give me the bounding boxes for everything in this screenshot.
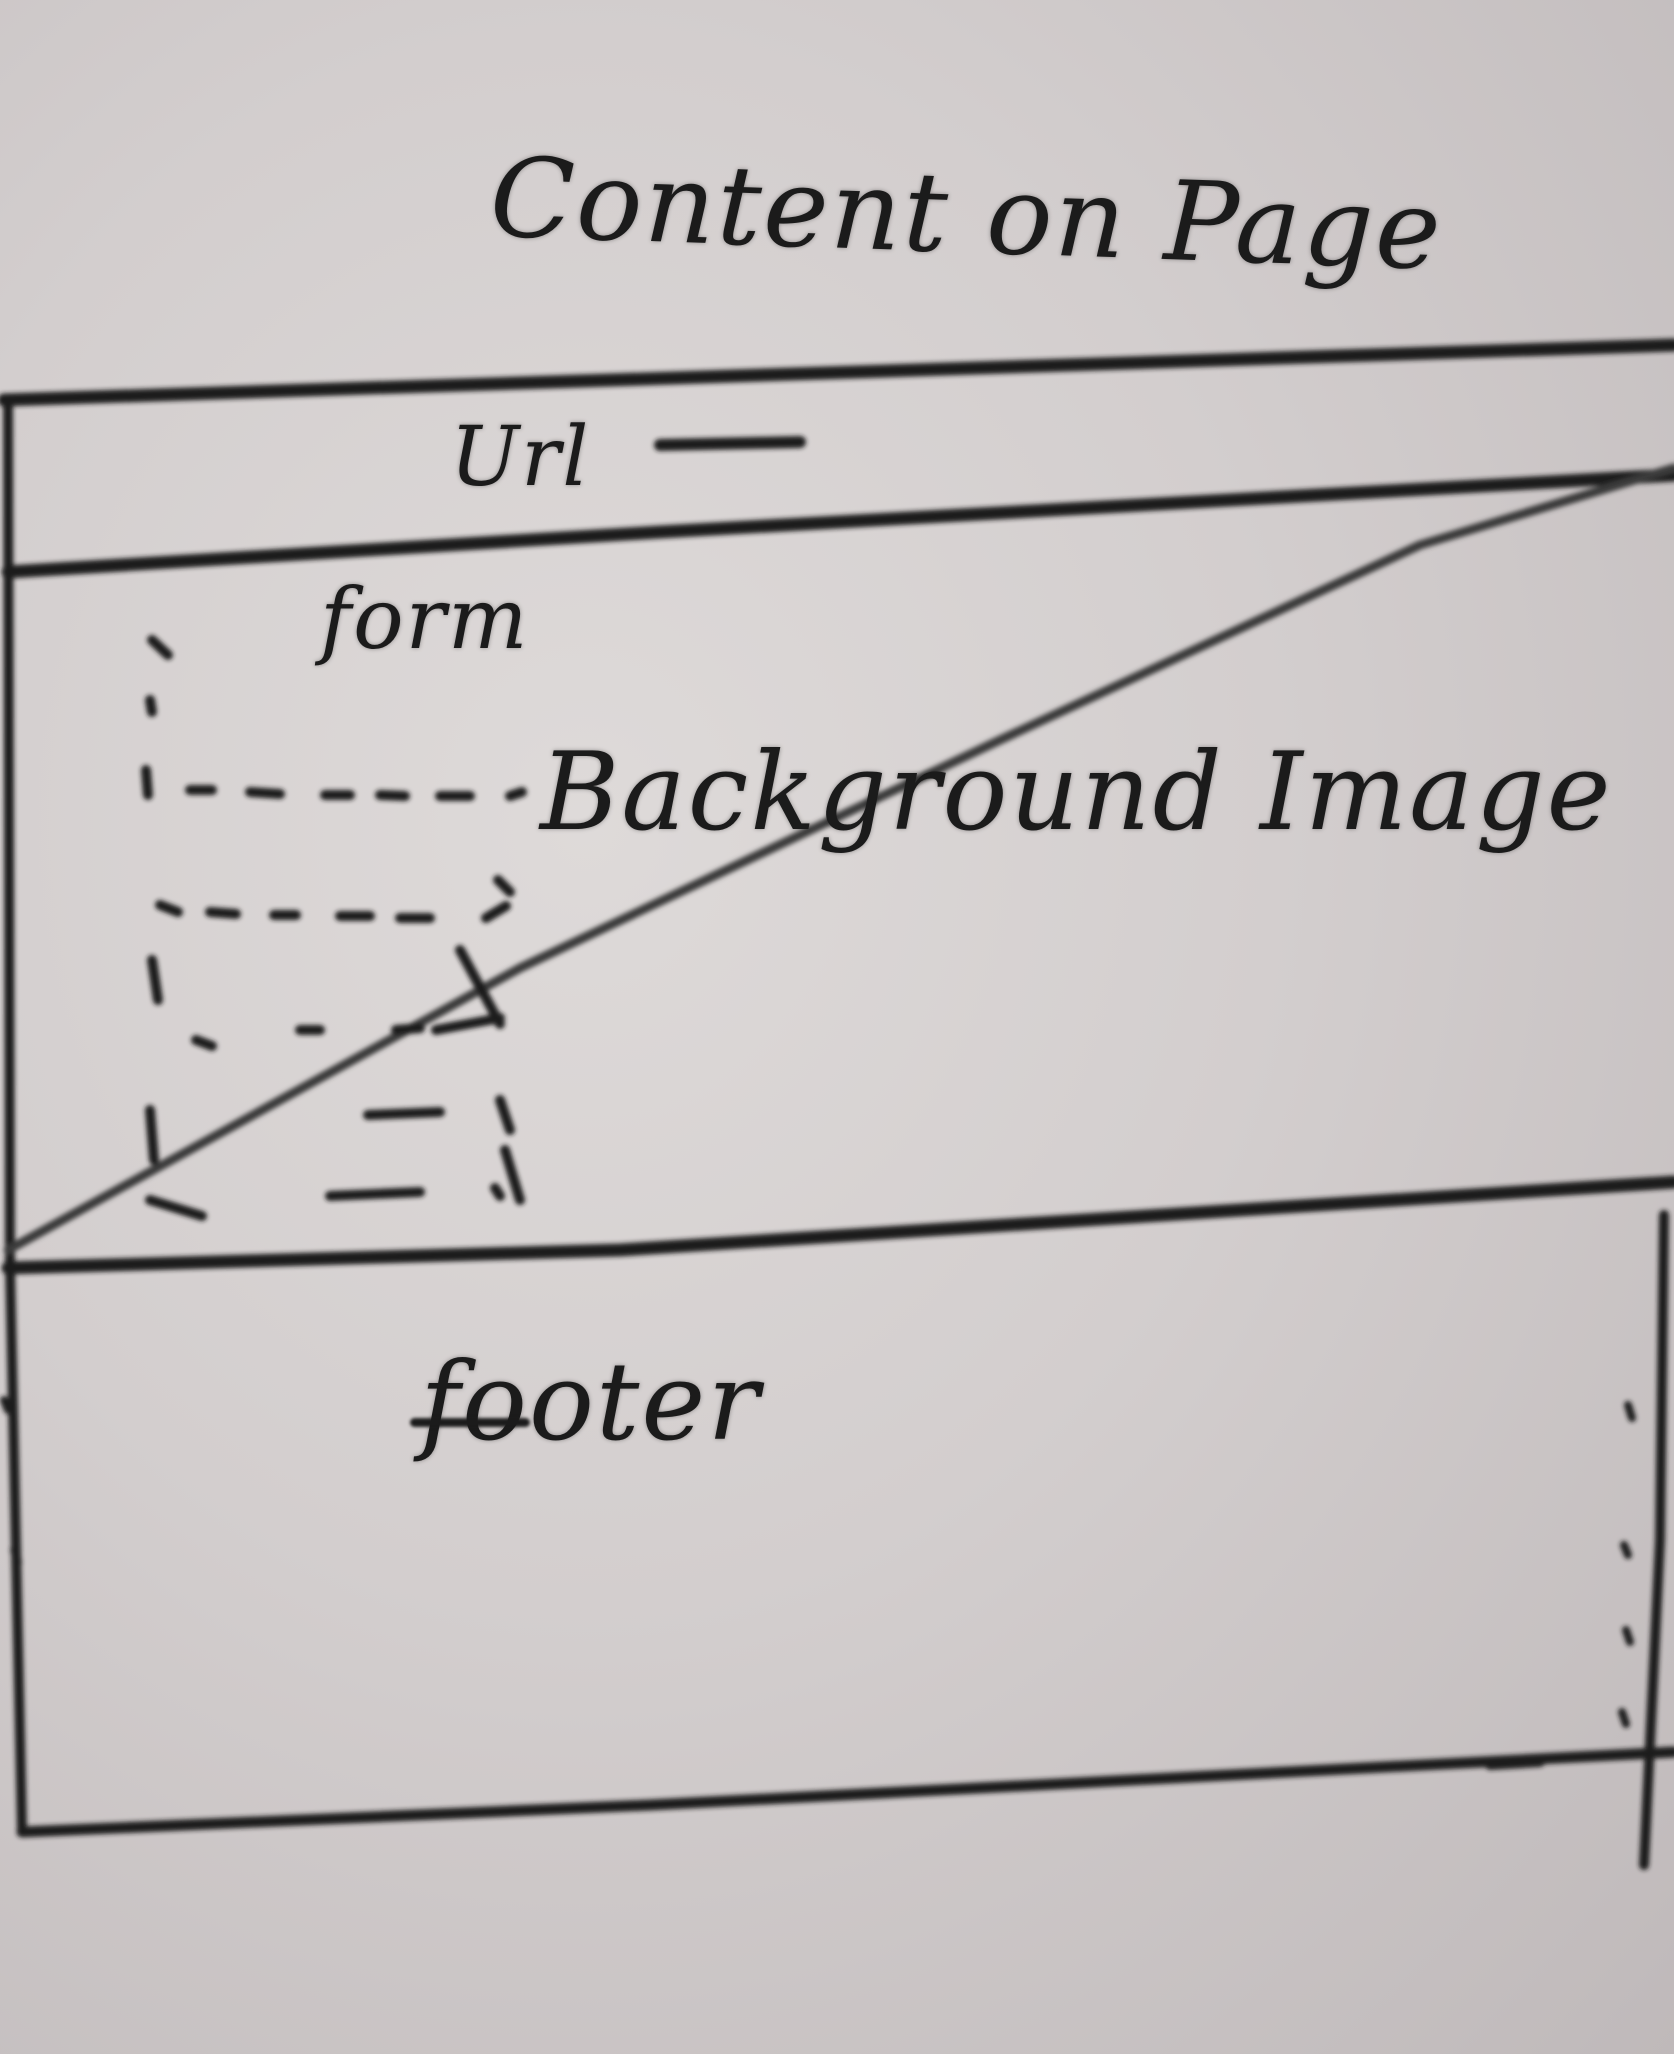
frame-tick <box>1618 1708 1630 1728</box>
frame-tick <box>1624 1401 1636 1422</box>
url-dashed-tail <box>654 436 806 451</box>
frame-tick <box>1622 1626 1634 1646</box>
form-dashed-box <box>141 635 527 1221</box>
background-image-diagonal <box>3 463 1674 1255</box>
frame-tick <box>1620 1541 1632 1559</box>
url-bar-label: Url <box>450 410 591 505</box>
url-bar-top <box>0 338 1674 407</box>
page-frame-right <box>1639 1210 1669 1870</box>
url-bar-bottom <box>1 468 1674 579</box>
background-image-label: Background Image <box>540 730 1613 855</box>
page-frame-left <box>3 395 27 1835</box>
footer-label: footer <box>420 1340 761 1465</box>
footer-label-strike <box>410 1418 530 1427</box>
frame-tick <box>10 1546 22 1566</box>
hero-bottom-line <box>1 1175 1674 1275</box>
frame-tick <box>1485 1757 1545 1770</box>
form-label: form <box>320 570 530 668</box>
footer-bottom-line <box>16 1746 1674 1838</box>
frame-tick <box>0 1396 12 1414</box>
